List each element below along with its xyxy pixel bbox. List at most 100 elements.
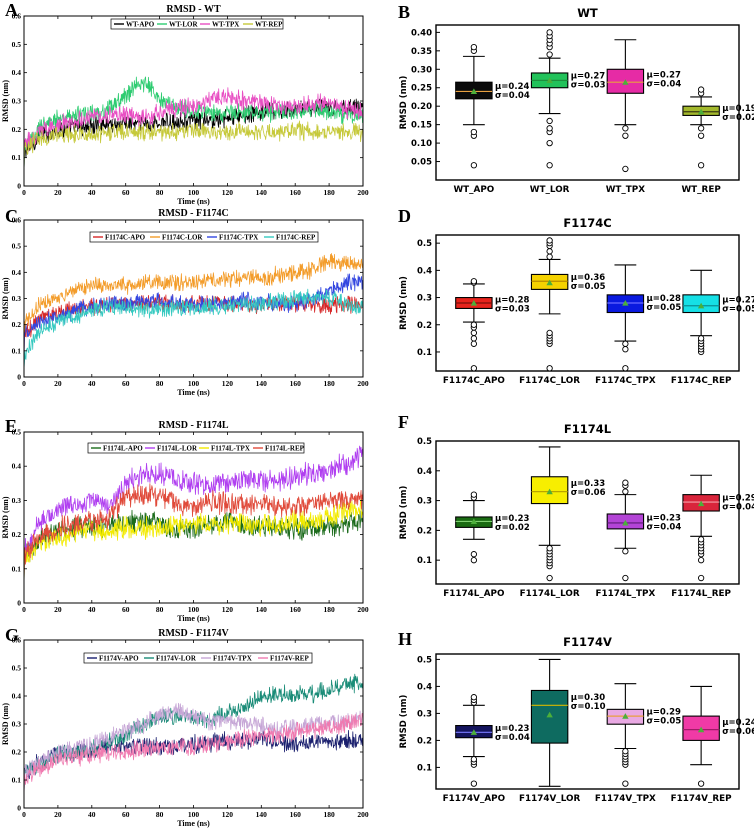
- outlier-point: [470, 128, 478, 136]
- legend-box: [89, 231, 319, 243]
- series-line-f1174v-apo: [24, 730, 363, 795]
- mean-marker: [697, 108, 705, 115]
- series-group: [24, 445, 363, 586]
- y-tick-label: 0.1: [417, 348, 432, 358]
- outlier-point: [622, 125, 629, 132]
- outlier-point: [470, 694, 478, 701]
- outlier-point: [622, 132, 629, 139]
- panel-letter-e: E: [5, 416, 17, 436]
- series-line-f1174l-tpx: [24, 499, 363, 586]
- mean-marker: [622, 79, 629, 85]
- x-tick-label: 180: [323, 379, 335, 388]
- y-tick-label: 0: [17, 182, 21, 191]
- box-f1174l_apo: F1174L_APO μ=0.23σ=0.02: [443, 491, 530, 599]
- x-tick-label: 140: [256, 379, 268, 388]
- outlier-point: [470, 557, 478, 564]
- stat-sigma: σ=0.04: [647, 522, 682, 532]
- outlier-point: [546, 329, 553, 337]
- outlier-point: [470, 491, 478, 498]
- chart-title: F1174C: [563, 216, 611, 230]
- box-f1174v_lor: F1174V_LOR μ=0.30σ=0.10: [519, 658, 606, 804]
- legend-label-f1174v-lor: F1174V-LOR: [156, 655, 197, 663]
- stat-sigma: σ=0.04: [722, 502, 754, 512]
- category-label: F1174V_APO: [443, 794, 506, 804]
- stat-mu: μ=0.24: [722, 718, 754, 728]
- x-tick-label: 140: [256, 810, 268, 819]
- series-line-wt-rep: [24, 120, 363, 172]
- y-tick-label: 0: [17, 599, 21, 608]
- mean-marker: [470, 518, 478, 525]
- category-label: WT_LOR: [530, 185, 570, 195]
- y-tick-label: 0.2: [12, 320, 22, 329]
- outlier-point: [622, 780, 629, 787]
- stat-mu: μ=0.36: [571, 273, 605, 283]
- panel-letter-a: A: [5, 0, 18, 20]
- x-tick-label: 80: [156, 379, 164, 388]
- y-tick-label: 0.5: [12, 428, 22, 437]
- outlier-point: [546, 51, 553, 58]
- x-tick-label: 120: [222, 605, 234, 614]
- x-tick-label: 160: [290, 810, 302, 819]
- plot-frame: [435, 24, 740, 181]
- stat-sigma: σ=0.05: [647, 303, 682, 313]
- stat-mu: μ=0.28: [647, 294, 681, 304]
- series-line-f1174c-lor: [24, 253, 363, 357]
- stat-sigma: σ=0.05: [571, 282, 606, 292]
- legend-label-f1174c-tpx: F1174C-TPX: [219, 234, 258, 242]
- stat-sigma: σ=0.05: [647, 717, 682, 727]
- box-wt_apo: WT_APO μ=0.24σ=0.04: [453, 43, 530, 195]
- legend-box: [83, 652, 313, 664]
- stat-sigma: σ=0.03: [571, 81, 606, 91]
- x-tick-label: 200: [357, 188, 369, 197]
- outlier-point: [546, 253, 553, 260]
- y-tick-label: 0.05: [411, 158, 432, 168]
- y-axis-label: RMSD (nm): [399, 276, 409, 330]
- x-tick-label: 120: [222, 188, 234, 197]
- outlier-point: [697, 86, 705, 93]
- legend-label-wt-rep: WT-REP: [255, 21, 283, 29]
- y-tick-label: 0.1: [12, 346, 22, 355]
- line-chart-a: RMSD - WT 0 20 40 60 80 100 120 140 160 180 200 0 0.1…: [1, 4, 369, 206]
- series-group: [24, 253, 363, 369]
- x-tick-label: 40: [88, 379, 96, 388]
- y-axis-label: RMSD (nm): [1, 80, 10, 122]
- chart-title: RMSD - F1174V: [158, 628, 229, 639]
- series-line-f1174c-rep: [24, 288, 363, 369]
- stat-mu: μ=0.27: [647, 71, 681, 81]
- plot-frame: [435, 440, 740, 585]
- y-tick-label: 0.4: [417, 266, 432, 276]
- box-f1174l_tpx: F1174L_TPX μ=0.23σ=0.04: [596, 479, 682, 599]
- x-tick-label: 160: [290, 605, 302, 614]
- y-tick-label: 0.3: [12, 294, 22, 303]
- stat-sigma: σ=0.04: [647, 80, 682, 90]
- x-tick-label: 100: [188, 810, 200, 819]
- y-tick-label: 0.3: [417, 294, 432, 304]
- outlier-point: [622, 346, 629, 353]
- outlier-point: [697, 125, 705, 132]
- y-tick-label: 0.40: [411, 28, 432, 38]
- outlier-point: [697, 335, 705, 342]
- category-label: F1174L_APO: [443, 589, 505, 599]
- x-tick-label: 80: [156, 605, 164, 614]
- mean-marker: [470, 300, 478, 306]
- x-tick-label: 0: [22, 379, 26, 388]
- category-label: F1174L_REP: [671, 589, 731, 599]
- legend-label-f1174v-apo: F1174V-APO: [99, 655, 139, 663]
- y-tick-label: 0: [17, 804, 21, 813]
- box-chart-f: F1174L 0.1 0.2 0.3 0.4 0.5 RMSD (nm) F1174L_APO…: [399, 422, 754, 599]
- chart-title: F1174L: [564, 422, 612, 436]
- outlier-point: [622, 748, 629, 755]
- outlier-point: [546, 545, 553, 552]
- mean-marker: [470, 729, 478, 735]
- x-tick-label: 60: [122, 188, 130, 197]
- plot-frame: [435, 234, 740, 372]
- box-chart-b: WT 0.05 0.10 0.15 0.20 0.25 0.30 0.35 0.40 RMSD (…: [399, 6, 754, 195]
- y-tick-label: 0.4: [12, 462, 22, 471]
- panel-letter-f: F: [398, 412, 409, 432]
- x-tick-label: 20: [54, 188, 62, 197]
- y-tick-label: 0.1: [417, 763, 432, 773]
- stat-sigma: σ=0.10: [571, 702, 606, 712]
- box-f1174l_rep: F1174L_REP μ=0.29σ=0.04: [671, 474, 754, 599]
- panel-letter-h: H: [398, 629, 412, 649]
- outlier-point: [470, 162, 478, 169]
